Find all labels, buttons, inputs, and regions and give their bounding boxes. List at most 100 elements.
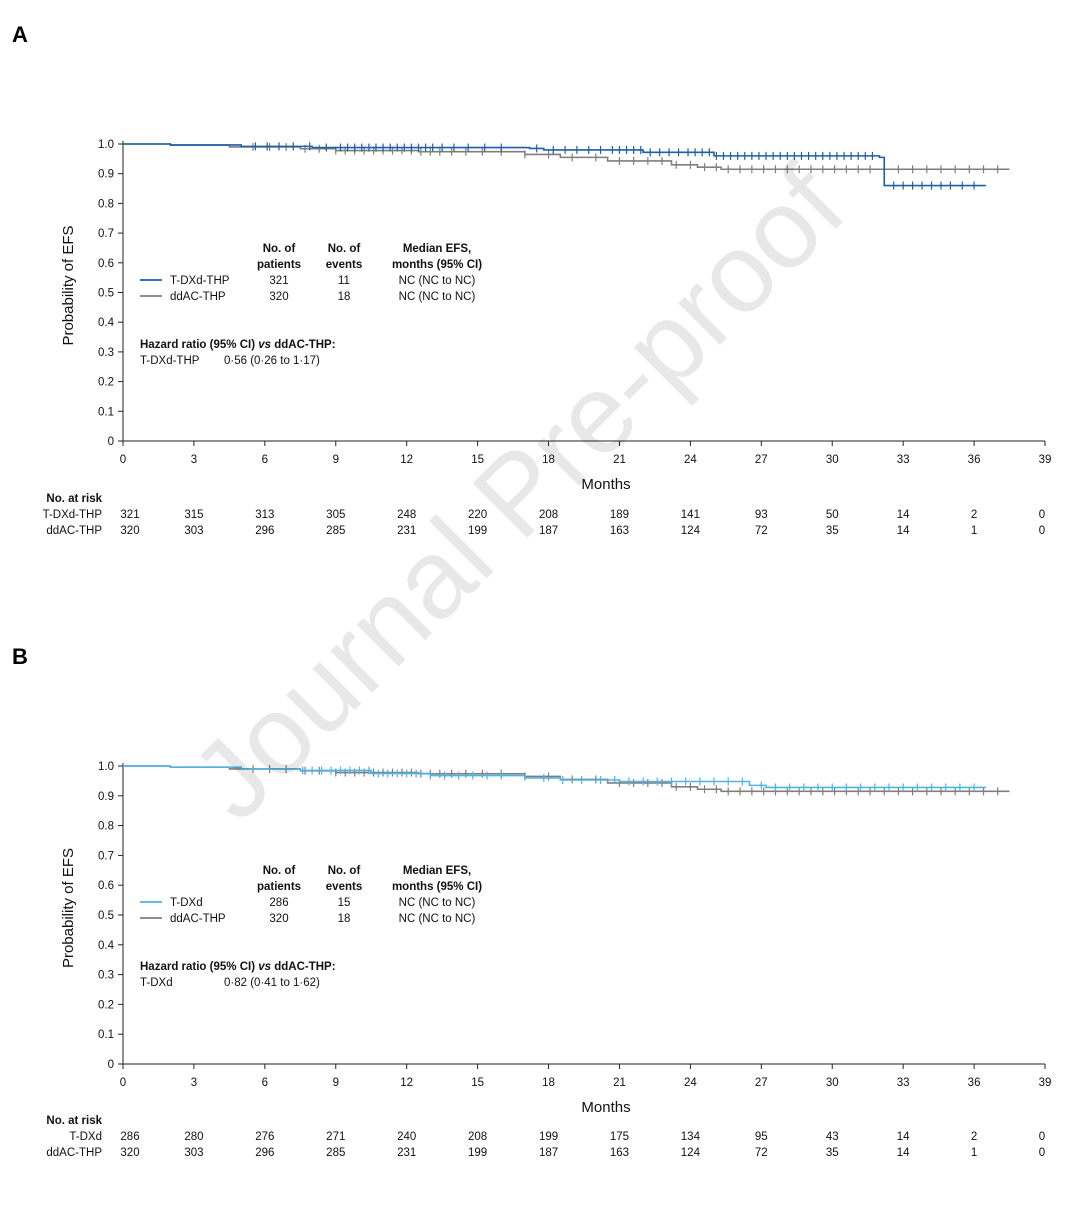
- x-tick-label: 3: [191, 454, 197, 466]
- x-axis-title: Months: [581, 1099, 630, 1116]
- risk-value: 231: [397, 1147, 416, 1159]
- x-tick-label: 21: [613, 454, 626, 466]
- y-axis-title: Probability of EFS: [60, 848, 77, 968]
- risk-row-label: T-DXd: [69, 1131, 102, 1143]
- legend-events: 11: [338, 275, 350, 287]
- risk-value: 1: [971, 1147, 977, 1159]
- x-tick-label: 18: [542, 454, 555, 466]
- risk-row-label: ddAC-THP: [46, 1147, 102, 1159]
- hazard-ratio-value: 0·82 (0·41 to 1·62): [224, 977, 320, 989]
- risk-value: 296: [255, 1147, 274, 1159]
- x-tick-label: 15: [471, 1077, 484, 1089]
- panels-layer: A00.10.20.30.40.50.60.70.80.91.00 3 6 9 12 15…: [12, 22, 1051, 1159]
- x-tick-label: 0: [120, 1077, 126, 1089]
- x-tick-label: 30: [826, 454, 839, 466]
- risk-value: 286: [120, 1131, 139, 1143]
- x-tick-label: 39: [1039, 1077, 1052, 1089]
- risk-value: 0: [1039, 509, 1045, 521]
- x-tick-label: 12: [400, 454, 413, 466]
- hr-title-post: ddAC-THP:: [271, 339, 336, 351]
- risk-value: 50: [826, 509, 839, 521]
- x-tick-label: 36: [968, 454, 981, 466]
- legend-header: Median EFS,: [403, 243, 471, 255]
- legend-median: NC (NC to NC): [399, 291, 476, 303]
- panel-b: B00.10.20.30.40.50.60.70.80.91.00 3 6 9 12 15…: [12, 644, 1051, 1159]
- km-curve-t-dxd: [123, 765, 986, 789]
- risk-value: 93: [755, 509, 768, 521]
- risk-value: 320: [120, 525, 139, 537]
- legend-header: months (95% CI): [392, 881, 482, 893]
- risk-value: 124: [681, 525, 701, 537]
- legend-header: events: [326, 259, 362, 271]
- x-tick-label: 33: [897, 1077, 910, 1089]
- x-tick-label: 6: [262, 454, 268, 466]
- y-tick-label: 0.8: [98, 821, 114, 833]
- hr-title-pre: Hazard ratio (95% CI): [140, 961, 258, 973]
- risk-value: 175: [610, 1131, 629, 1143]
- x-tick-label: 30: [826, 1077, 839, 1089]
- hazard-ratio-arm: T-DXd-THP: [140, 355, 200, 367]
- y-tick-label: 0.6: [98, 258, 114, 270]
- y-tick-label: 0.8: [98, 198, 114, 210]
- risk-value: 2: [971, 509, 977, 521]
- legend-events: 18: [338, 291, 351, 303]
- risk-value: 124: [681, 1147, 701, 1159]
- legend-header: No. of: [328, 865, 361, 877]
- y-tick-label: 0.7: [98, 850, 114, 862]
- risk-value: 248: [397, 509, 416, 521]
- x-tick-label: 12: [400, 1077, 413, 1089]
- x-tick-label: 9: [333, 1077, 339, 1089]
- risk-value: 1: [971, 525, 977, 537]
- risk-value: 320: [120, 1147, 139, 1159]
- risk-value: 187: [539, 1147, 558, 1159]
- legend-header: No. of: [328, 243, 361, 255]
- legend-label: ddAC-THP: [170, 913, 226, 925]
- legend-label: T-DXd-THP: [170, 275, 230, 287]
- risk-value: 14: [897, 1131, 910, 1143]
- legend-header: Median EFS,: [403, 865, 471, 877]
- y-tick-label: 0.2: [98, 377, 114, 389]
- hr-title-vs: vs: [258, 339, 271, 351]
- y-tick-label: 0: [108, 436, 114, 448]
- risk-value: 189: [610, 509, 629, 521]
- y-tick-label: 0.3: [98, 347, 114, 359]
- risk-value: 187: [539, 525, 558, 537]
- hr-title-post: ddAC-THP:: [271, 961, 336, 973]
- risk-value: 303: [184, 525, 203, 537]
- legend-header: No. of: [263, 865, 296, 877]
- risk-value: 141: [681, 509, 700, 521]
- risk-value: 72: [755, 525, 768, 537]
- x-tick-label: 24: [684, 454, 697, 466]
- x-tick-label: 0: [120, 454, 126, 466]
- risk-row-label: T-DXd-THP: [43, 509, 103, 521]
- risk-value: 95: [755, 1131, 768, 1143]
- risk-value: 35: [826, 1147, 839, 1159]
- risk-value: 208: [468, 1131, 487, 1143]
- risk-value: 2: [971, 1131, 977, 1143]
- y-tick-label: 0.5: [98, 910, 114, 922]
- y-tick-label: 0.4: [98, 317, 115, 329]
- y-tick-label: 0.6: [98, 880, 114, 892]
- hazard-ratio-arm: T-DXd: [140, 977, 173, 989]
- km-curve-t-dxd-thp: [123, 143, 986, 187]
- legend-header: patients: [257, 881, 301, 893]
- legend-label: T-DXd: [170, 897, 203, 909]
- risk-value: 240: [397, 1131, 416, 1143]
- legend-median: NC (NC to NC): [399, 275, 476, 287]
- risk-value: 296: [255, 525, 274, 537]
- risk-value: 199: [468, 1147, 487, 1159]
- panel-a: A00.10.20.30.40.50.60.70.80.91.00 3 6 9 12 15…: [12, 22, 1051, 537]
- risk-value: 208: [539, 509, 558, 521]
- y-tick-label: 0.5: [98, 288, 114, 300]
- legend-header: months (95% CI): [392, 259, 482, 271]
- y-tick-label: 0.1: [98, 1029, 114, 1041]
- legend-patients: 321: [269, 275, 288, 287]
- legend-median: NC (NC to NC): [399, 913, 476, 925]
- risk-value: 134: [681, 1131, 701, 1143]
- legend-header: patients: [257, 259, 301, 271]
- risk-value: 285: [326, 1147, 345, 1159]
- risk-value: 280: [184, 1131, 203, 1143]
- risk-value: 276: [255, 1131, 274, 1143]
- risk-value: 199: [468, 525, 487, 537]
